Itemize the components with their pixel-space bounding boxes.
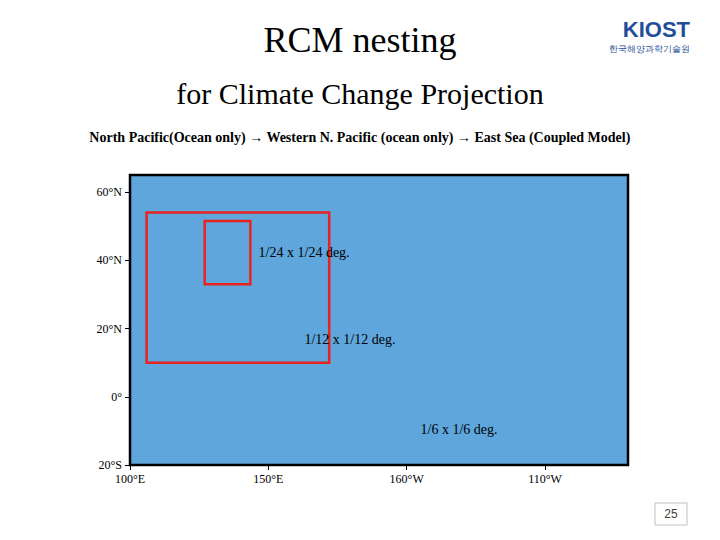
- svg-text:60°N: 60°N: [97, 185, 123, 199]
- svg-text:North Pacific(Ocean only) → We: North Pacific(Ocean only) → Western N. P…: [89, 130, 630, 146]
- svg-text:0°: 0°: [111, 390, 122, 404]
- svg-text:for Climate Change Projection: for Climate Change Projection: [176, 77, 543, 110]
- svg-text:25: 25: [664, 507, 678, 521]
- svg-text:20°N: 20°N: [97, 322, 123, 336]
- svg-text:100°E: 100°E: [115, 472, 145, 486]
- svg-text:160°W: 160°W: [390, 472, 425, 486]
- svg-text:1/6 x 1/6 deg.: 1/6 x 1/6 deg.: [421, 422, 498, 437]
- svg-text:한국해양과학기술원: 한국해양과학기술원: [609, 44, 690, 54]
- svg-text:RCM nesting: RCM nesting: [263, 20, 456, 60]
- svg-text:110°W: 110°W: [528, 472, 562, 486]
- svg-text:150°E: 150°E: [253, 472, 283, 486]
- svg-text:1/12 x 1/12 deg.: 1/12 x 1/12 deg.: [304, 332, 395, 347]
- svg-text:1/24 x 1/24 deg.: 1/24 x 1/24 deg.: [259, 245, 350, 260]
- svg-text:20°S: 20°S: [99, 458, 122, 472]
- svg-text:40°N: 40°N: [97, 253, 123, 267]
- svg-text:KIOST: KIOST: [623, 17, 691, 42]
